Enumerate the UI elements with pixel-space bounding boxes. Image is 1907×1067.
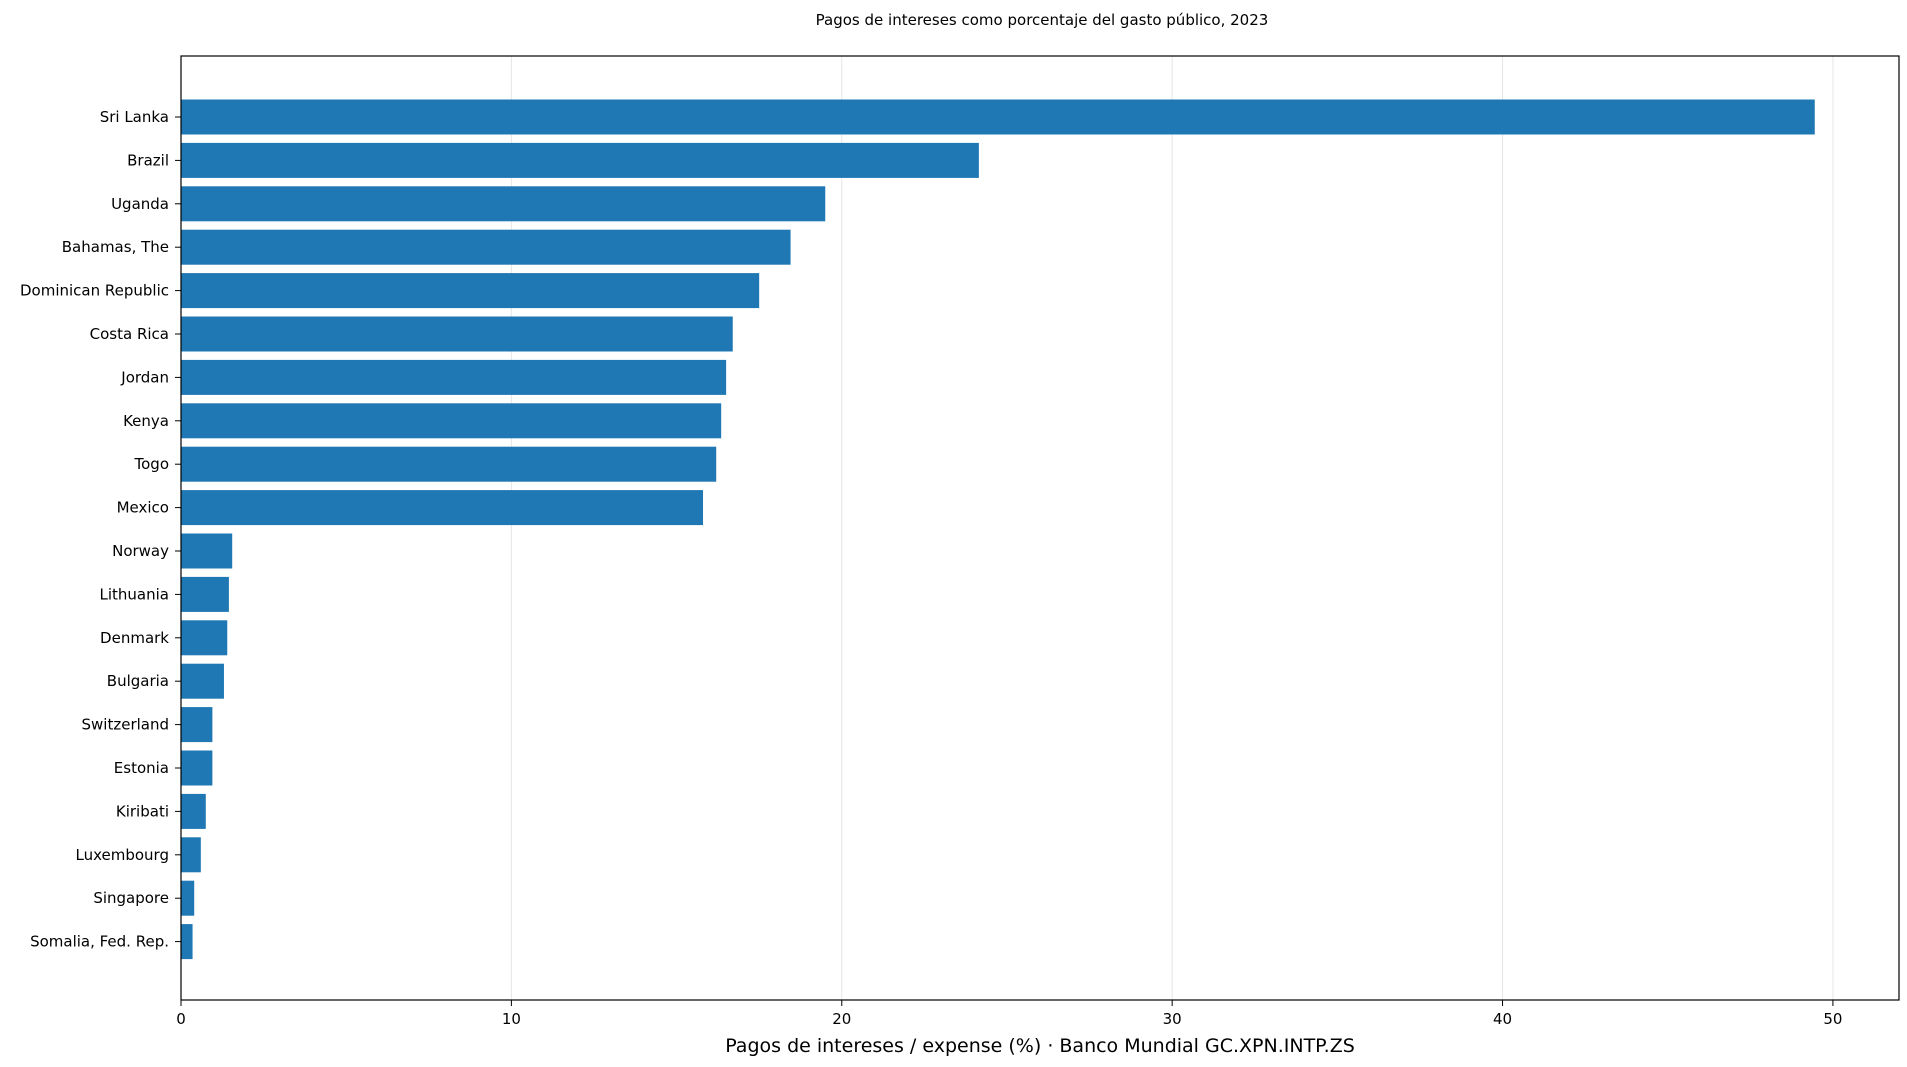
- bar: [181, 359, 727, 395]
- plot-area-frame: [180, 55, 1900, 1001]
- y-tick-label: Sri Lanka: [100, 108, 169, 126]
- y-tick-label: Somalia, Fed. Rep.: [30, 933, 169, 951]
- x-tick-label: 40: [1493, 1010, 1512, 1028]
- y-tick-label: Norway: [112, 542, 169, 560]
- y-tick-label: Dominican Republic: [20, 282, 169, 300]
- y-tick-label: Uganda: [111, 195, 169, 213]
- y-axis-ticks: Sri Lanka Brazil Uganda Bahamas, The Dominic…: [20, 108, 181, 951]
- y-tick-label: Luxembourg: [76, 846, 170, 864]
- y-tick-label: Bahamas, The: [62, 238, 169, 256]
- y-tick-label: Kiribati: [116, 802, 169, 820]
- y-tick-label: Bulgaria: [107, 672, 169, 690]
- bar: [181, 99, 1815, 135]
- y-tick-label: Denmark: [100, 629, 169, 647]
- x-tick-label: 0: [176, 1010, 186, 1028]
- x-tick-label: 50: [1823, 1010, 1842, 1028]
- bar: [181, 446, 717, 482]
- bar: [181, 316, 733, 352]
- bar: [181, 750, 213, 786]
- y-tick-label: Togo: [134, 455, 170, 473]
- bar: [181, 663, 224, 699]
- x-tick-label: 20: [832, 1010, 851, 1028]
- bar: [181, 576, 229, 612]
- bar: [181, 620, 228, 656]
- bar: [181, 186, 826, 222]
- y-tick-label: Costa Rica: [90, 325, 169, 343]
- y-tick-label: Kenya: [123, 412, 169, 430]
- bar: [181, 273, 760, 309]
- bar: [181, 924, 193, 960]
- bar: [181, 142, 979, 178]
- bar: [181, 229, 791, 265]
- y-tick-label: Singapore: [93, 889, 169, 907]
- y-tick-label: Lithuania: [100, 585, 169, 603]
- x-tick-label: 30: [1163, 1010, 1182, 1028]
- bar: [181, 403, 722, 439]
- bar: [181, 707, 213, 743]
- x-axis-ticks: 0 10 20 30 40 50: [176, 1000, 1842, 1028]
- y-tick-label: Switzerland: [82, 716, 170, 734]
- bar: [181, 837, 201, 873]
- y-tick-label: Estonia: [114, 759, 169, 777]
- y-tick-label: Brazil: [127, 151, 169, 169]
- bar: [181, 533, 233, 569]
- x-axis-label: Pagos de intereses / expense (%) · Banco…: [725, 1035, 1355, 1057]
- y-tick-label: Jordan: [120, 368, 169, 386]
- y-tick-label: Mexico: [117, 499, 169, 517]
- bars: [181, 99, 1815, 960]
- chart-title: Pagos de intereses como porcentaje del g…: [816, 11, 1269, 29]
- bar: [181, 490, 704, 526]
- bar: [181, 793, 206, 829]
- x-tick-label: 10: [502, 1010, 521, 1028]
- bar: [181, 880, 195, 916]
